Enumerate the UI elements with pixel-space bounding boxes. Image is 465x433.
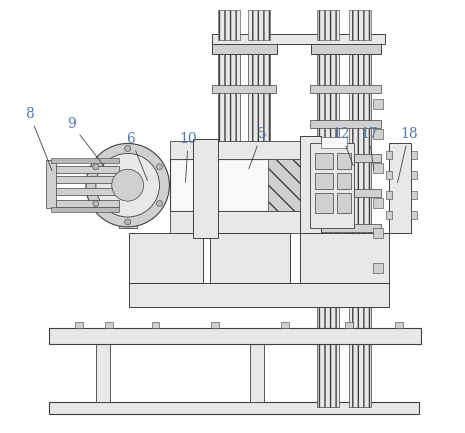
Bar xyxy=(51,176,119,183)
Circle shape xyxy=(125,145,131,152)
Bar xyxy=(349,10,371,40)
Bar xyxy=(119,149,137,228)
Bar xyxy=(51,158,119,163)
Bar xyxy=(337,173,351,189)
Text: 17: 17 xyxy=(360,126,378,171)
Bar xyxy=(51,166,119,173)
Bar xyxy=(299,136,321,255)
Circle shape xyxy=(112,169,144,201)
Bar xyxy=(212,189,276,197)
Bar xyxy=(315,173,333,189)
Text: 10: 10 xyxy=(179,132,197,182)
Bar xyxy=(315,193,333,213)
Bar xyxy=(389,143,411,233)
Bar xyxy=(310,189,381,197)
Bar xyxy=(248,10,270,40)
Circle shape xyxy=(93,200,99,207)
Bar xyxy=(193,139,218,238)
Bar xyxy=(411,152,417,159)
Bar xyxy=(129,233,203,283)
Bar xyxy=(312,40,381,54)
Bar xyxy=(170,159,299,211)
Bar xyxy=(210,233,290,283)
Bar xyxy=(373,228,383,238)
Circle shape xyxy=(157,200,162,207)
Bar xyxy=(46,160,56,208)
Bar xyxy=(310,120,381,128)
Bar xyxy=(318,49,339,407)
Text: 6: 6 xyxy=(126,132,147,181)
Bar xyxy=(211,322,219,328)
Bar xyxy=(310,224,381,232)
Bar xyxy=(386,191,392,199)
Bar xyxy=(51,207,119,212)
Bar xyxy=(411,171,417,179)
Circle shape xyxy=(125,219,131,225)
Bar xyxy=(96,344,110,402)
Bar xyxy=(299,233,389,283)
Bar xyxy=(51,188,119,195)
Bar xyxy=(49,402,419,414)
Bar xyxy=(395,322,403,328)
Bar xyxy=(75,322,83,328)
Circle shape xyxy=(86,143,169,227)
Bar xyxy=(212,34,385,44)
Bar xyxy=(315,153,333,169)
Bar xyxy=(170,211,299,233)
Bar xyxy=(373,99,383,109)
Text: 5: 5 xyxy=(249,126,266,169)
Text: 9: 9 xyxy=(66,116,104,166)
Bar xyxy=(411,211,417,219)
Bar xyxy=(386,211,392,219)
Bar xyxy=(105,322,113,328)
Bar xyxy=(373,198,383,208)
Bar xyxy=(310,143,354,228)
Bar xyxy=(212,149,276,157)
Bar xyxy=(51,200,119,207)
Bar xyxy=(318,10,339,40)
Bar xyxy=(310,155,381,162)
Bar xyxy=(49,328,421,344)
Bar xyxy=(373,129,383,139)
Circle shape xyxy=(96,153,159,217)
Bar xyxy=(337,193,351,213)
Circle shape xyxy=(157,164,162,170)
Bar xyxy=(281,322,289,328)
Text: 8: 8 xyxy=(25,107,52,171)
Circle shape xyxy=(93,164,99,170)
Bar xyxy=(373,163,383,173)
Bar xyxy=(386,152,392,159)
Bar xyxy=(170,142,299,159)
Bar xyxy=(152,322,159,328)
Bar xyxy=(345,322,353,328)
Bar xyxy=(218,10,240,40)
Bar xyxy=(411,191,417,199)
Bar xyxy=(310,85,381,93)
Text: 12: 12 xyxy=(332,126,353,166)
Bar xyxy=(218,49,240,263)
Bar xyxy=(321,136,347,149)
Bar xyxy=(337,153,351,169)
Bar xyxy=(250,344,264,402)
Bar xyxy=(212,40,277,54)
Bar xyxy=(386,171,392,179)
Bar xyxy=(349,49,371,407)
Text: 18: 18 xyxy=(398,126,418,182)
Bar xyxy=(129,283,389,307)
Bar xyxy=(373,263,383,273)
Bar xyxy=(248,49,270,263)
Bar xyxy=(212,85,276,93)
Bar xyxy=(268,159,299,211)
